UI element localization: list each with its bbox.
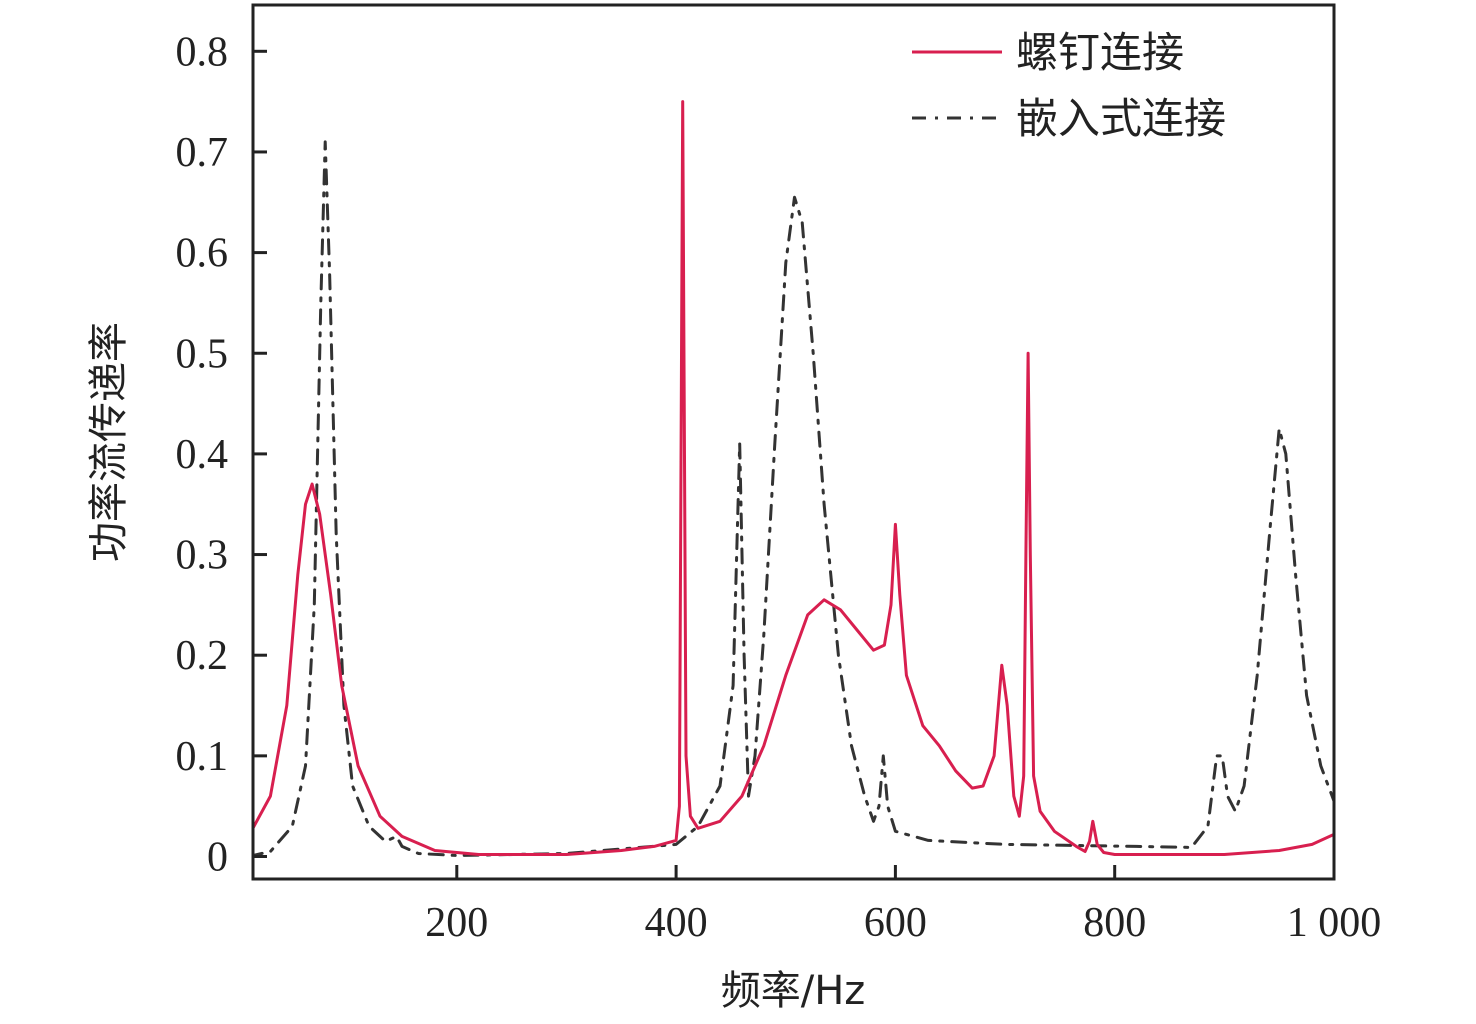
y-tick-label: 0.6 — [176, 231, 229, 277]
y-tick-label: 0.5 — [176, 331, 229, 377]
y-tick-label: 0 — [207, 835, 228, 881]
tick-layer: 0 0.1 0.2 0.3 0.4 0.5 0.6 0.7 0.8 200 400 600 800 1 0… — [176, 29, 1382, 946]
legend-label-bolt: 螺钉连接 — [1016, 28, 1184, 77]
series-line-bolt — [253, 100, 1334, 856]
y-tick-label: 0.1 — [176, 734, 229, 780]
y-tick-label: 0.8 — [176, 29, 229, 75]
x-tick-label: 200 — [425, 900, 488, 946]
y-tick-label: 0.4 — [176, 432, 229, 478]
plot-frame — [251, 3, 1336, 881]
legend-label-embedded: 嵌入式连接 — [1016, 94, 1226, 143]
series-layer — [253, 100, 1334, 858]
x-tick-label: 800 — [1083, 900, 1146, 946]
y-tick-label: 0.7 — [176, 130, 229, 176]
x-tick-label: 400 — [645, 900, 708, 946]
y-tick-label: 0.2 — [176, 633, 229, 679]
x-tick-label: 600 — [864, 900, 927, 946]
y-tick-label: 0.3 — [176, 533, 229, 579]
legend: 螺钉连接 嵌入式连接 — [912, 28, 1226, 143]
x-tick-label: 1 000 — [1287, 900, 1382, 946]
series-line-embedded — [253, 140, 1334, 858]
x-axis-title: 频率/Hz — [721, 968, 866, 1014]
y-axis-title: 功率流传递率 — [86, 322, 132, 562]
